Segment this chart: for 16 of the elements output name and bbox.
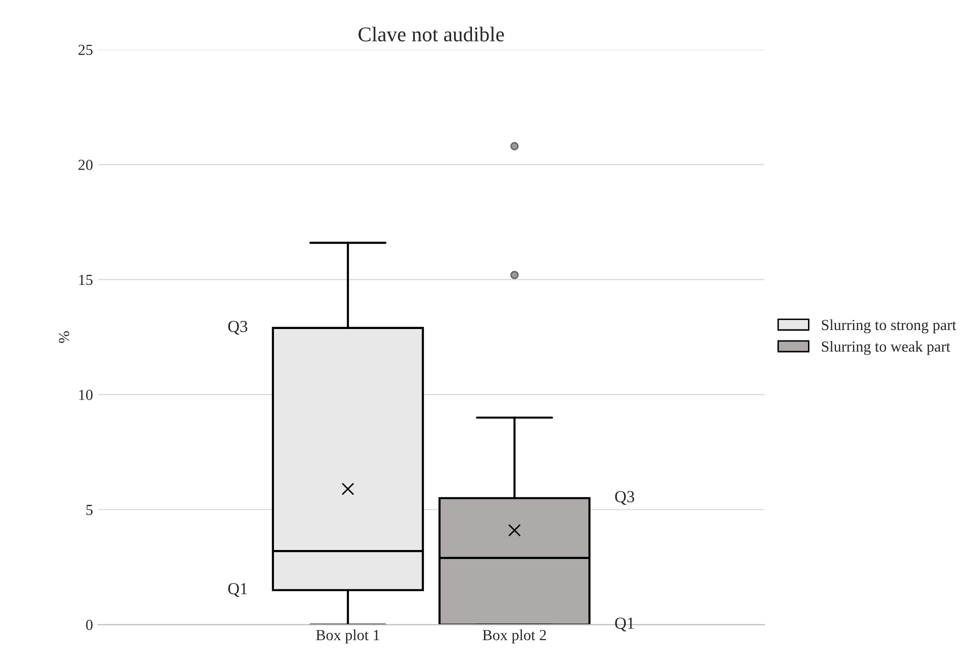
annotation: Q1 xyxy=(228,583,247,597)
chart-title: Clave not audible xyxy=(358,26,504,42)
y-tick-label: 20 xyxy=(78,160,93,170)
y-tick-label: 5 xyxy=(86,504,93,516)
annotation: Q3 xyxy=(615,491,634,505)
y-tick-label: 0 xyxy=(86,620,93,630)
x-tick-label: Box plot 2 xyxy=(482,630,546,644)
y-tick-label: 25 xyxy=(78,44,93,56)
annotation: Q1 xyxy=(615,618,634,632)
y-axis-title: % xyxy=(58,331,70,343)
legend-label: Slurring to weak part xyxy=(822,341,950,355)
y-tick-label: 15 xyxy=(79,274,93,286)
annotation: Q3 xyxy=(228,320,248,335)
legend-label: Slurring to strong part xyxy=(822,319,956,334)
x-tick-label: Box plot 1 xyxy=(316,630,380,644)
y-tick-label: 10 xyxy=(79,390,93,400)
